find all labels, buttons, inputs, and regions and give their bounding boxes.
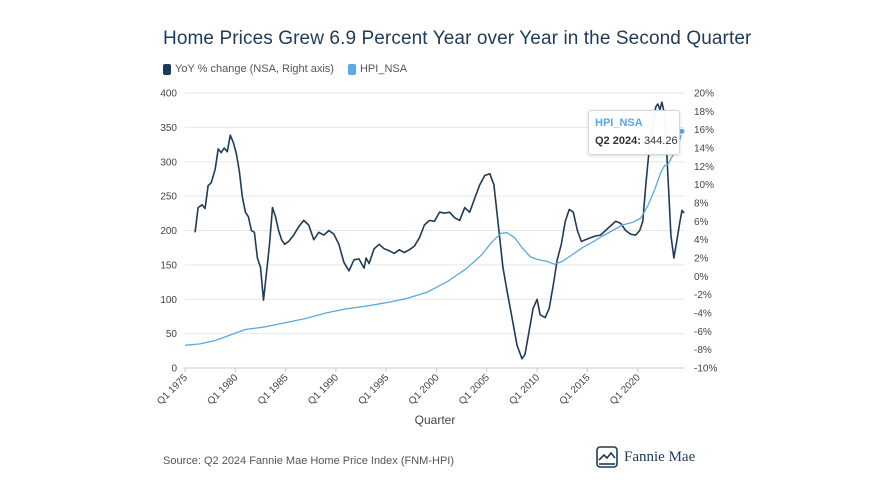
logo-text: Fannie Mae: [624, 448, 696, 465]
left-tick-label: 250: [160, 192, 177, 203]
legend-swatch-yoy: [163, 63, 171, 75]
x-tick-label: Q1 2000: [407, 372, 442, 407]
right-tick-label: 2%: [694, 254, 709, 265]
right-tick-label: 20%: [694, 89, 714, 100]
x-tick-label: Q1 1990: [306, 372, 341, 407]
fannie-mae-logo[interactable]: Fannie Mae: [596, 446, 695, 468]
right-tick-label: -8%: [694, 345, 712, 356]
legend-swatch-hpi: [347, 63, 356, 75]
source-note: Source: Q2 2024 Fannie Mae Home Price In…: [163, 455, 455, 467]
tooltip: HPI_NSA Q2 2024: 344.26: [588, 110, 680, 155]
x-tick-label: Q1 2005: [457, 372, 492, 407]
series-line-yoy: [194, 101, 685, 360]
x-tick-label: Q1 2020: [608, 372, 643, 407]
left-tick-label: 200: [160, 226, 177, 237]
left-tick-label: 400: [160, 89, 177, 100]
legend: YoY % change (NSA, Right axis) HPI_NSA: [163, 63, 407, 75]
right-y-axis: -10% -8% -6% -4% -2% 0% 2% 4% 6% 8% 10% 12% 14% 16% 18…: [694, 89, 717, 375]
right-tick-label: -4%: [694, 309, 712, 320]
right-tick-label: 14%: [694, 144, 714, 155]
tooltip-value: 344.26: [643, 135, 678, 147]
legend-item-yoy[interactable]: YoY % change (NSA, Right axis): [163, 63, 334, 75]
right-tick-label: 10%: [694, 180, 714, 191]
left-tick-label: 50: [166, 329, 178, 340]
left-tick-label: 0: [171, 364, 177, 375]
chart-title: Home Prices Grew 6.9 Percent Year over Y…: [163, 28, 752, 49]
series-line-hpi: [184, 131, 683, 346]
right-tick-label: 8%: [694, 199, 709, 210]
right-tick-label: 12%: [694, 162, 714, 173]
right-tick-label: 4%: [694, 235, 709, 246]
left-y-axis: 0 50 100 150 200 250 300 350 400: [160, 89, 177, 375]
x-axis-label: Quarter: [415, 413, 456, 427]
legend-label-hpi: HPI_NSA: [359, 63, 408, 75]
legend-label-yoy: YoY % change (NSA, Right axis): [175, 63, 334, 75]
right-tick-label: 18%: [694, 107, 714, 118]
tooltip-label: Q2 2024:: [595, 135, 641, 147]
x-tick-label: Q1 2015: [558, 372, 593, 407]
x-tick-label: Q1 2010: [507, 372, 542, 407]
x-tick-label: Q1 1985: [256, 372, 291, 407]
right-tick-label: -2%: [694, 290, 712, 301]
tooltip-series: HPI_NSA: [595, 117, 643, 129]
right-tick-label: 16%: [694, 125, 714, 136]
left-tick-label: 150: [160, 260, 177, 271]
x-tick-label: Q1 1995: [356, 372, 391, 407]
tooltip-row: Q2 2024: 344.26: [595, 135, 678, 147]
right-tick-label: -6%: [694, 327, 712, 338]
x-axis: Q1 1975 Q1 1980 Q1 1985 Q1 1990 Q1 1995 Q1 20…: [155, 367, 684, 407]
series-lines: [184, 101, 686, 360]
x-tick-label: Q1 1980: [206, 372, 241, 407]
right-tick-label: 0%: [694, 272, 709, 283]
left-tick-label: 300: [160, 157, 177, 168]
x-tick-label: Q1 1975: [155, 372, 190, 407]
house-logo-icon: [596, 446, 618, 468]
left-tick-label: 100: [160, 295, 177, 306]
right-tick-label: -10%: [694, 364, 717, 375]
legend-item-hpi[interactable]: HPI_NSA: [347, 63, 408, 75]
left-tick-label: 350: [160, 123, 177, 134]
right-tick-label: 6%: [694, 217, 709, 228]
